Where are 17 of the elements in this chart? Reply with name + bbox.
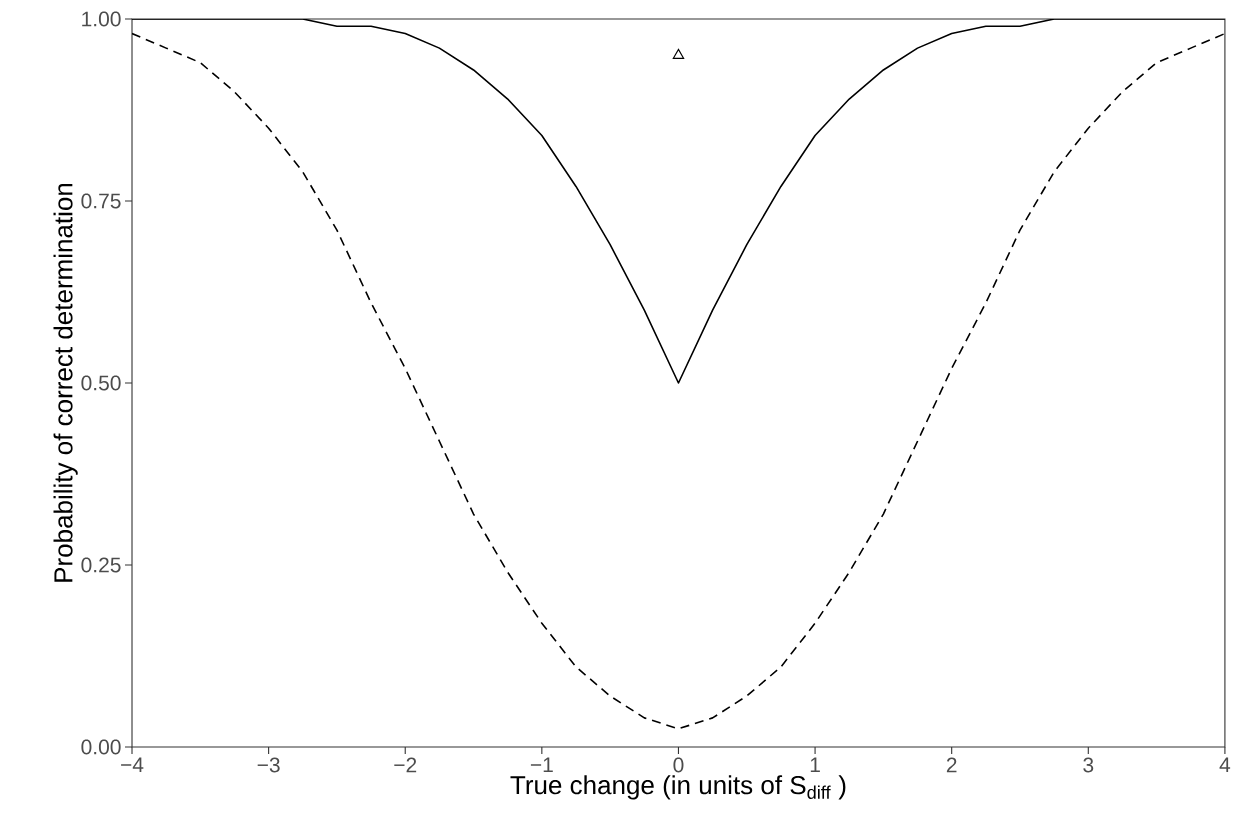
x-tick-label: −1 (530, 757, 553, 772)
y-tick-label: 0.75 (81, 193, 121, 209)
x-tick-label: 3 (1083, 757, 1094, 773)
line-series (132, 32, 1225, 730)
x-tick-label: −4 (121, 757, 144, 772)
x-tick-label: 4 (1219, 757, 1231, 772)
x-tick-label: 0 (673, 757, 684, 773)
x-tick-label: −3 (257, 757, 280, 773)
y-tick-label: 0.50 (81, 375, 121, 391)
y-tick-label: 0.25 (81, 557, 121, 573)
x-tick-label: 2 (946, 757, 957, 773)
x-tick-label: −2 (394, 757, 417, 773)
y-tick-label: 1.00 (82, 11, 121, 27)
x-axis-title: True change (in units of S$_{diff}$ ) (510, 775, 846, 800)
x-tick-label: 1 (810, 757, 820, 772)
y-axis-title: Probability of correct determination (53, 183, 78, 582)
y-tick-label: 0.00 (81, 739, 121, 755)
